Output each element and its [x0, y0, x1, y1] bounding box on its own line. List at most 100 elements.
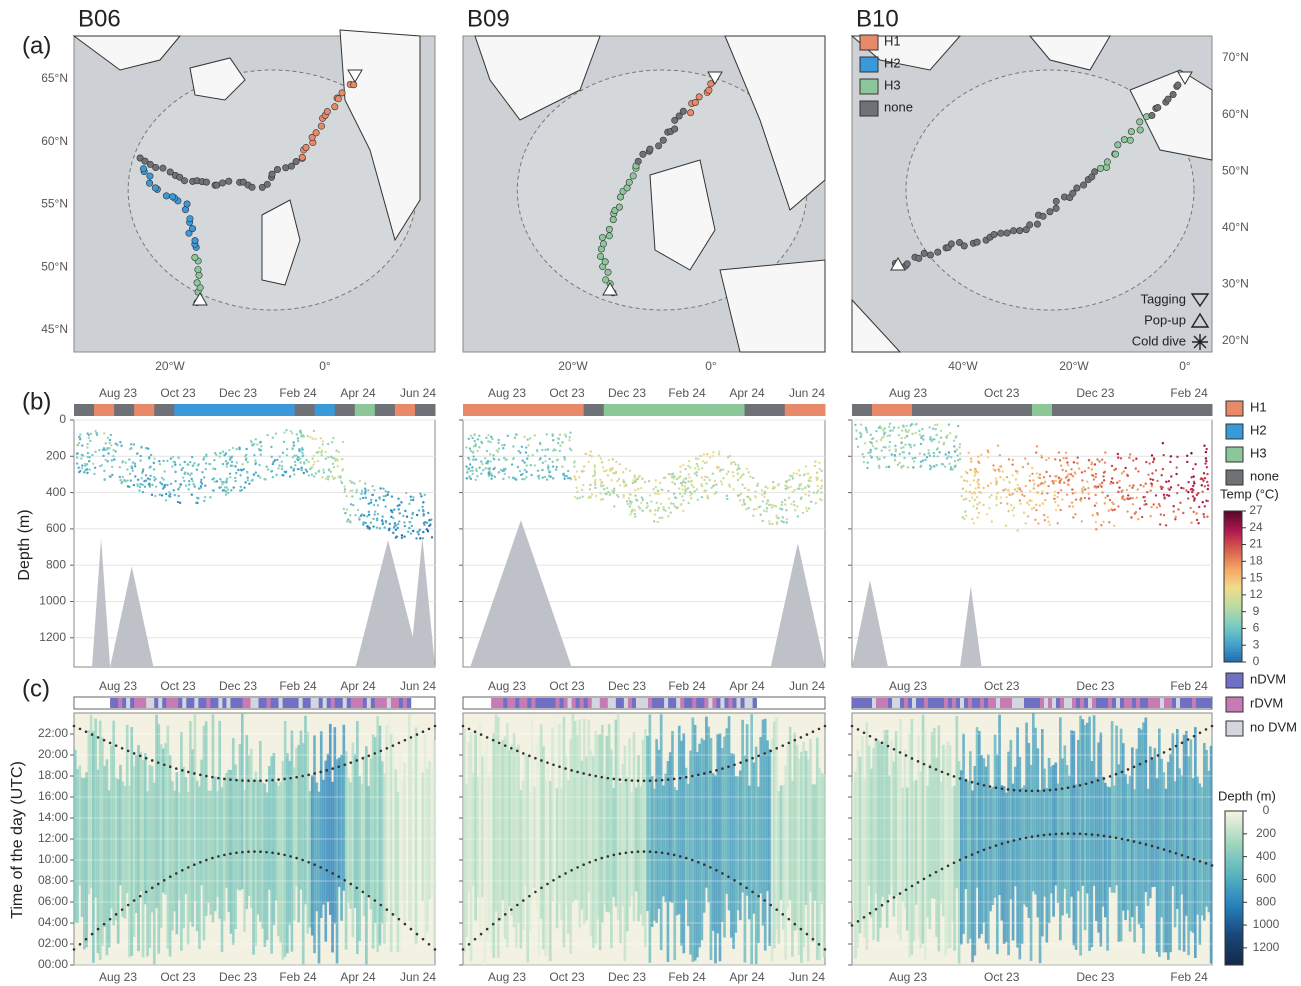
temperature-point	[576, 497, 578, 499]
temperature-point	[1156, 506, 1158, 508]
temperature-point	[563, 456, 565, 458]
temperature-point	[472, 459, 474, 461]
temperature-point	[1054, 475, 1056, 477]
temperature-point	[200, 479, 202, 481]
temperature-point	[139, 459, 141, 461]
temperature-point	[102, 455, 104, 457]
sun-curve-point	[151, 887, 154, 890]
temperature-point	[142, 484, 144, 486]
temperature-point	[1108, 521, 1110, 523]
month-label: Aug 23	[99, 386, 137, 400]
dvm-bar-segment	[1124, 698, 1128, 708]
temperature-point	[155, 485, 157, 487]
temperature-point	[253, 473, 255, 475]
temperature-point	[239, 490, 241, 492]
sun-curve-point	[480, 933, 483, 936]
temperature-point	[974, 468, 976, 470]
dvm-bar-segment	[275, 698, 279, 708]
temperature-point	[327, 456, 329, 458]
temperature-point	[227, 492, 229, 494]
temperature-point	[373, 504, 375, 506]
temperature-point	[1076, 462, 1078, 464]
temperature-point	[320, 454, 322, 456]
temperature-point	[910, 446, 912, 448]
dvm-bar-segment	[226, 698, 230, 708]
temperature-point	[920, 443, 922, 445]
temperature-point	[817, 477, 819, 479]
temperature-point	[1053, 494, 1055, 496]
temperature-point	[911, 433, 913, 435]
temperature-point	[110, 434, 112, 436]
temperature-point	[260, 454, 262, 456]
temperature-point	[150, 454, 152, 456]
temperature-point	[988, 496, 990, 498]
temperature-point	[672, 472, 674, 474]
temperature-point	[954, 450, 956, 452]
temperature-point	[88, 434, 90, 436]
dvm-bar-segment	[1156, 698, 1160, 708]
temperature-point	[765, 510, 767, 512]
temperature-point	[501, 470, 503, 472]
temperature-point	[679, 465, 681, 467]
temperature-point	[518, 450, 520, 452]
temperature-point	[933, 465, 935, 467]
temperature-point	[661, 517, 663, 519]
temperature-point	[785, 487, 787, 489]
dvm-bar-segment	[1152, 698, 1156, 708]
dvm-bar-segment	[660, 698, 664, 708]
temperature-point	[667, 515, 669, 517]
temperature-point	[1190, 452, 1192, 454]
temperature-point	[412, 499, 414, 501]
sun-curve-point	[103, 923, 106, 926]
dvm-bar-segment	[166, 698, 170, 708]
temperature-point	[283, 441, 285, 443]
temperature-point	[475, 468, 477, 470]
temperature-point	[919, 466, 921, 468]
temperature-point	[311, 457, 313, 459]
dvm-bar-segment	[884, 698, 888, 708]
dvm-bar-segment	[1200, 698, 1204, 708]
temperature-point	[1152, 479, 1154, 481]
dvm-bar-segment	[383, 698, 387, 708]
temperature-point	[641, 478, 643, 480]
temperature-point	[678, 487, 680, 489]
temperature-point	[667, 490, 669, 492]
month-label: Dec 23	[608, 970, 646, 984]
dvm-bar-segment	[255, 698, 259, 708]
temperature-point	[878, 458, 880, 460]
dvm-bar-segment	[944, 698, 948, 708]
legend-swatch	[1226, 697, 1243, 712]
y-tick-label: 02:00	[38, 936, 68, 950]
sun-curve-point	[1055, 833, 1058, 836]
temperature-point	[78, 471, 80, 473]
temperature-point	[880, 439, 882, 441]
habitat-bar-segment	[892, 404, 913, 416]
temperature-point	[178, 457, 180, 459]
temperature-point	[1043, 476, 1045, 478]
temperature-point	[817, 490, 819, 492]
temperature-point	[564, 433, 566, 435]
temperature-point	[1022, 466, 1024, 468]
temperature-point	[422, 537, 424, 539]
dvm-bar-segment	[1132, 698, 1136, 708]
temperature-point	[1065, 470, 1067, 472]
temperature-point	[546, 478, 548, 480]
temperature-point	[935, 428, 937, 430]
sun-curve-point	[331, 872, 334, 875]
temperature-point	[393, 526, 395, 528]
temperature-point	[305, 459, 307, 461]
sun-curve-point	[480, 733, 483, 736]
temperature-point	[1160, 488, 1162, 490]
temperature-point	[473, 440, 475, 442]
temperature-point	[878, 467, 880, 469]
month-label: Aug 23	[488, 970, 526, 984]
temperature-point	[602, 466, 604, 468]
temperature-point	[1078, 467, 1080, 469]
temperature-point	[978, 462, 980, 464]
temperature-point	[476, 475, 478, 477]
temperature-point	[180, 484, 182, 486]
colorbar-title: Temp (°C)	[1220, 486, 1279, 501]
temperature-point	[471, 473, 473, 475]
temperature-point	[1092, 514, 1094, 516]
temperature-point	[869, 454, 871, 456]
